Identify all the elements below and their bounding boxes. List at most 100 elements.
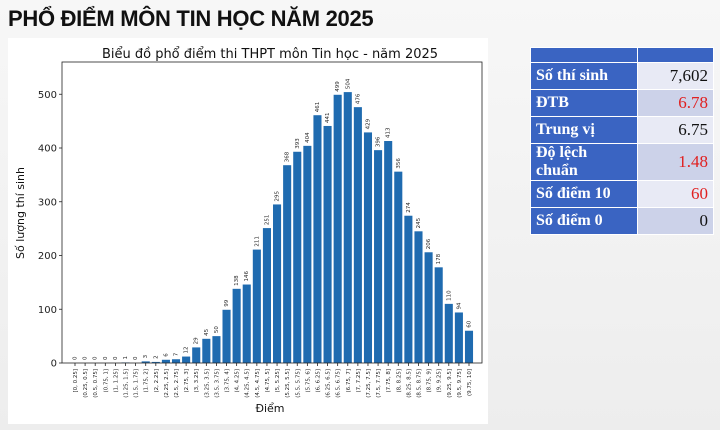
bar-value-label: 6: [163, 353, 169, 357]
y-tick-label: 200: [38, 251, 57, 262]
bar: [222, 309, 231, 363]
bar: [454, 312, 463, 363]
bar: [273, 204, 282, 363]
bar: [202, 338, 211, 363]
x-tick-label: (7.5, 7.75]: [376, 369, 382, 398]
x-tick-label: (4.25, 4.5]: [245, 369, 251, 398]
bar-value-label: 499: [335, 81, 341, 92]
x-tick-label: (8, 8.25]: [396, 369, 402, 393]
bar-value-label: 429: [365, 118, 371, 129]
bar: [171, 359, 181, 363]
bar-value-label: 476: [355, 93, 361, 104]
bar: [252, 249, 261, 363]
bar-value-label: 50: [214, 326, 220, 333]
y-tick-label: 100: [38, 305, 57, 316]
x-axis-label: Điểm: [255, 402, 284, 415]
x-tick-label: (2, 2.25]: [154, 369, 160, 393]
x-tick-label: (5.75, 6]: [305, 369, 311, 393]
x-tick-label: (2.5, 2.75]: [174, 369, 180, 398]
bar-value-label: 0: [133, 356, 139, 360]
bar: [232, 288, 241, 363]
stat-label: Số điểm 0: [530, 207, 638, 235]
x-tick-label: (3, 3.25]: [194, 369, 200, 393]
stats-row: Số điểm 10 60: [530, 180, 714, 208]
x-tick-label: (2.75, 3]: [184, 369, 190, 393]
stats-row: Trung vị 6.75: [530, 116, 714, 144]
bar: [151, 361, 160, 363]
x-tick-label: (1.25, 1.5]: [124, 369, 130, 398]
bar-value-label: 7: [174, 352, 180, 356]
bar-value-label: 404: [305, 132, 311, 143]
bar: [141, 361, 150, 363]
bar: [303, 145, 312, 363]
bar: [192, 347, 201, 363]
bar-value-label: 178: [436, 253, 442, 264]
x-tick-label: (2.25, 2.5]: [164, 369, 170, 398]
bar: [374, 150, 383, 363]
y-axis-label: Số lượng thí sinh: [14, 167, 27, 259]
stats-row: ĐTB 6.78: [530, 89, 714, 117]
bar-value-label: 29: [194, 337, 200, 344]
bar-value-label: 138: [234, 275, 240, 286]
x-tick-label: (0.75, 1]: [103, 369, 109, 393]
bar: [353, 107, 362, 364]
bar: [262, 228, 271, 363]
bar-value-label: 146: [244, 271, 250, 282]
score-distribution-chart: Biểu đồ phổ điểm thi THPT môn Tin học - …: [8, 38, 488, 424]
bar-value-label: 396: [376, 136, 382, 147]
x-tick-label: (0.25, 0.5]: [83, 369, 89, 398]
x-tick-label: (8.5, 8.75]: [416, 369, 422, 398]
bar: [283, 165, 292, 363]
bar: [242, 284, 251, 363]
stat-label: Số thí sinh: [530, 62, 638, 90]
chart-svg: Biểu đồ phổ điểm thi THPT môn Tin học - …: [14, 47, 483, 415]
x-tick-label: (6.5, 6.75]: [336, 369, 342, 398]
x-tick-label: (5, 5.25]: [275, 369, 281, 393]
bar: [363, 132, 373, 363]
x-tick-label: (8.25, 8.5]: [406, 369, 412, 398]
stat-value: 60: [637, 180, 714, 208]
x-tick-label: (3.25, 3.5]: [204, 369, 210, 398]
bar-value-label: 99: [224, 299, 230, 306]
bar-value-label: 251: [264, 215, 270, 226]
bar: [424, 252, 433, 363]
x-tick-label: (5.25, 5.5]: [285, 369, 291, 398]
bar: [293, 151, 302, 363]
bar: [313, 115, 322, 364]
bar-value-label: 1: [123, 356, 129, 360]
bar: [161, 359, 170, 363]
bar-value-label: 245: [416, 217, 422, 228]
bar: [212, 336, 221, 363]
bar-value-label: 12: [184, 347, 190, 354]
bar-value-label: 504: [345, 78, 351, 89]
bar: [434, 267, 443, 363]
stats-row: Số thí sinh 7,602: [530, 62, 714, 90]
x-tick-label: (9, 9.25]: [437, 369, 443, 393]
bar-value-label: 0: [113, 356, 119, 360]
bar-value-label: 461: [315, 102, 321, 113]
y-tick-label: 0: [51, 359, 57, 370]
page-title: PHỔ ĐIỂM MÔN TIN HỌC NĂM 2025: [8, 6, 374, 31]
stats-row: Độ lệch chuẩn 1.48: [530, 143, 714, 181]
stat-value: 6.78: [637, 89, 714, 117]
stat-label: Số điểm 10: [530, 180, 638, 208]
bar-value-label: 274: [406, 202, 412, 213]
x-tick-label: (4.5, 4.75]: [255, 369, 261, 398]
bar: [384, 141, 393, 363]
bar-value-label: 441: [325, 112, 331, 123]
x-tick-label: (7, 7.25]: [356, 369, 362, 393]
bar-value-label: 211: [254, 236, 260, 247]
stat-value: 7,602: [637, 62, 714, 90]
bar-value-label: 3: [143, 354, 149, 358]
x-tick-label: (9.75, 10]: [467, 369, 473, 396]
y-tick-label: 300: [38, 197, 57, 208]
bar-value-label: 368: [285, 151, 291, 162]
bar: [464, 330, 474, 363]
x-tick-label: (3.75, 4]: [225, 369, 231, 393]
bar-value-label: 413: [386, 127, 392, 138]
bar: [444, 303, 453, 363]
y-tick-label: 500: [38, 90, 57, 101]
x-tick-label: (9.25, 9.5]: [447, 369, 453, 398]
bar: [182, 356, 191, 363]
